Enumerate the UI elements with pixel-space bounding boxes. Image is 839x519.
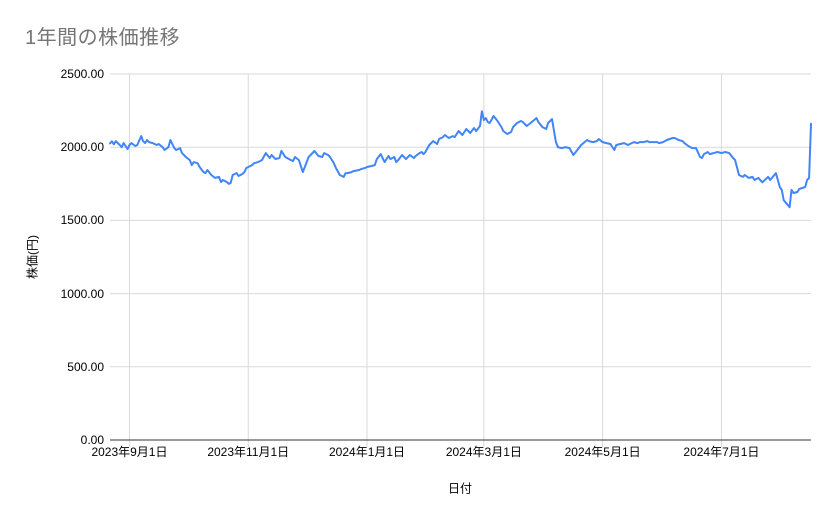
y-tick-label: 500.00: [67, 359, 104, 374]
x-tick-label: 2024年1月1日: [329, 445, 406, 459]
x-tick-label: 2023年11月1日: [207, 445, 290, 459]
y-tick-label: 0.00: [80, 433, 104, 447]
y-tick-label: 1500.00: [60, 213, 104, 228]
y-axis-title: 株価(円): [25, 235, 40, 279]
chart-title: 1年間の株価推移: [25, 27, 181, 49]
y-tick-label: 1000.00: [60, 286, 104, 301]
price-line-series: [109, 110, 812, 209]
x-tick-label: 2024年5月1日: [564, 445, 641, 459]
x-tick-label: 2023年9月1日: [91, 445, 168, 459]
x-tick-label: 2024年3月1日: [445, 445, 522, 459]
y-tick-label: 2500.00: [60, 67, 104, 81]
y-tick-label: 2000.00: [60, 140, 104, 155]
x-tick-label: 2024年7月1日: [683, 445, 760, 459]
x-axis-title: 日付: [447, 481, 473, 496]
